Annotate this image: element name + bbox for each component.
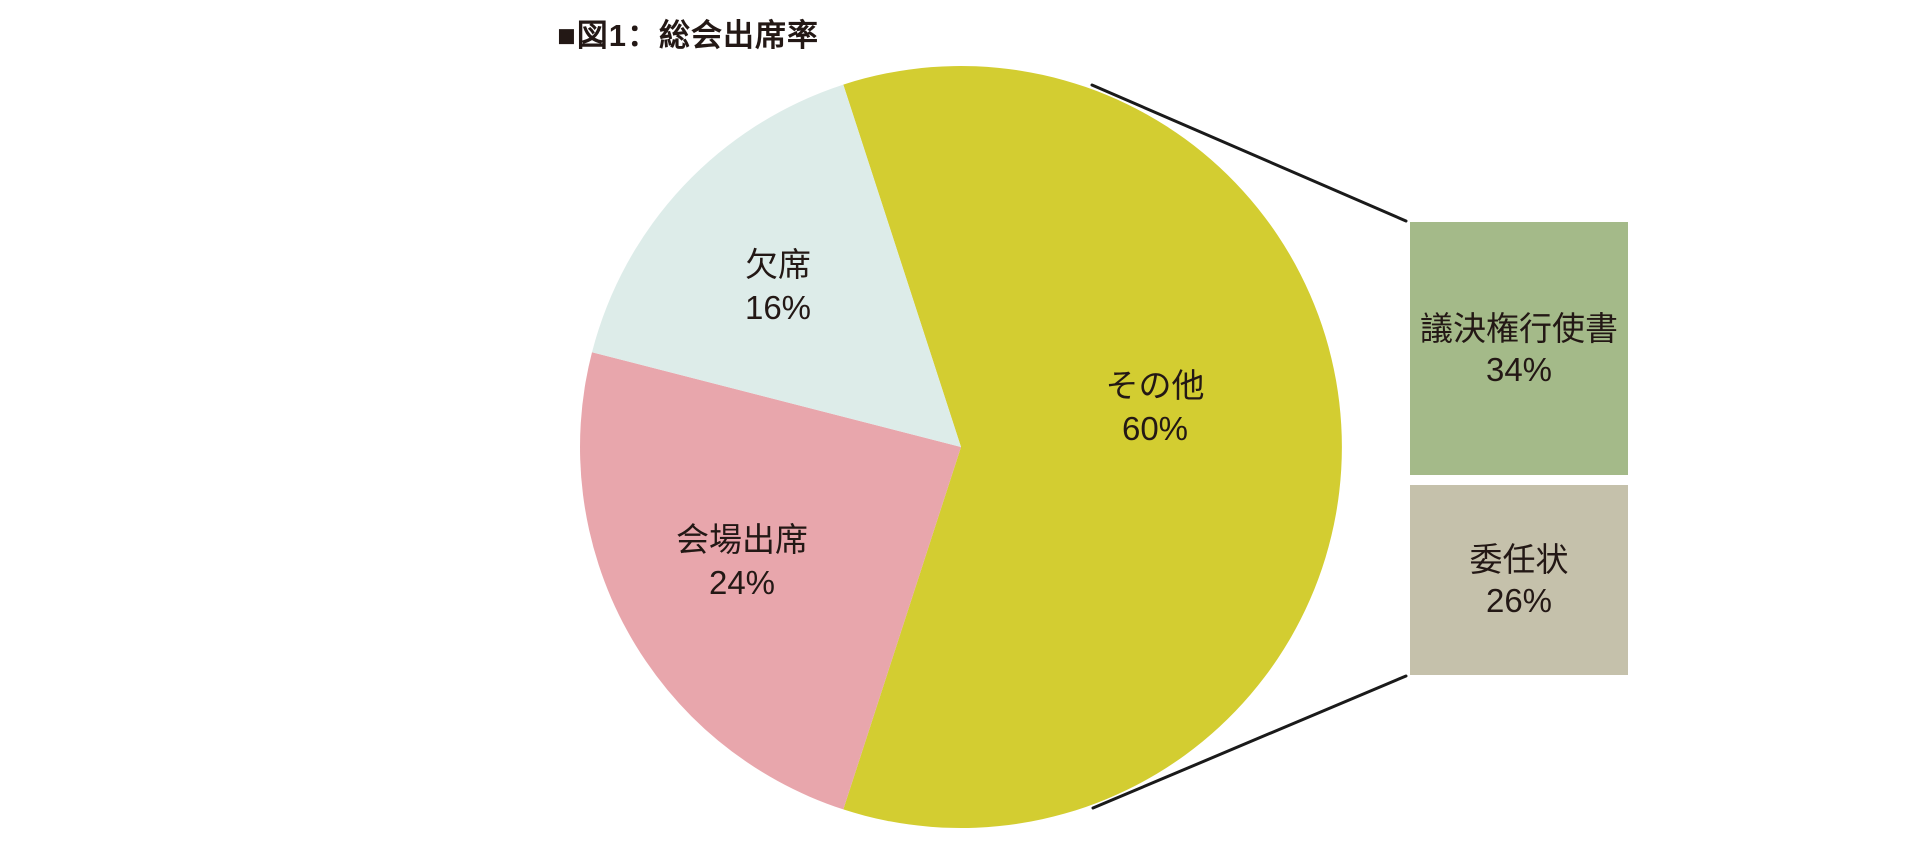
slice-label-sonota: その他 60% [1106, 364, 1205, 450]
slice-label-kesseki: 欠席 16% [745, 243, 811, 329]
breakdown-box-ininjo-label: 委任状 [1469, 541, 1569, 578]
slice-label-kesseki-pct: 16% [744, 289, 812, 326]
connector-line-bottom [1091, 674, 1408, 810]
pie-slice-kesseki [592, 84, 961, 447]
breakdown-box-ininjo-pct: 26% [1485, 582, 1553, 619]
pie-slice-kaijo [580, 352, 961, 810]
breakdown-box-giketsuken: 議決権行使書 34% [1410, 222, 1628, 475]
slice-label-kaijo-shusseki: 会場出席 24% [676, 518, 808, 604]
slice-label-kaijo-pct: 24% [708, 564, 776, 601]
connector-line-top [1090, 83, 1408, 223]
slice-label-sonota-text: その他 [1105, 367, 1205, 404]
slice-label-sonota-pct: 60% [1121, 410, 1189, 447]
pie-slices [580, 66, 1342, 829]
breakdown-box-giketsuken-pct: 34% [1485, 350, 1553, 388]
breakdown-box-giketsuken-label: 議決権行使書 [1420, 309, 1618, 347]
pie-slice-sonota [843, 66, 1342, 829]
breakdown-box-ininjo: 委任状 26% [1410, 485, 1628, 675]
slice-label-kesseki-text: 欠席 [745, 246, 811, 283]
figure-title: ■図1：総会出席率 [557, 18, 819, 53]
slice-label-kaijo-text: 会場出席 [676, 521, 808, 558]
